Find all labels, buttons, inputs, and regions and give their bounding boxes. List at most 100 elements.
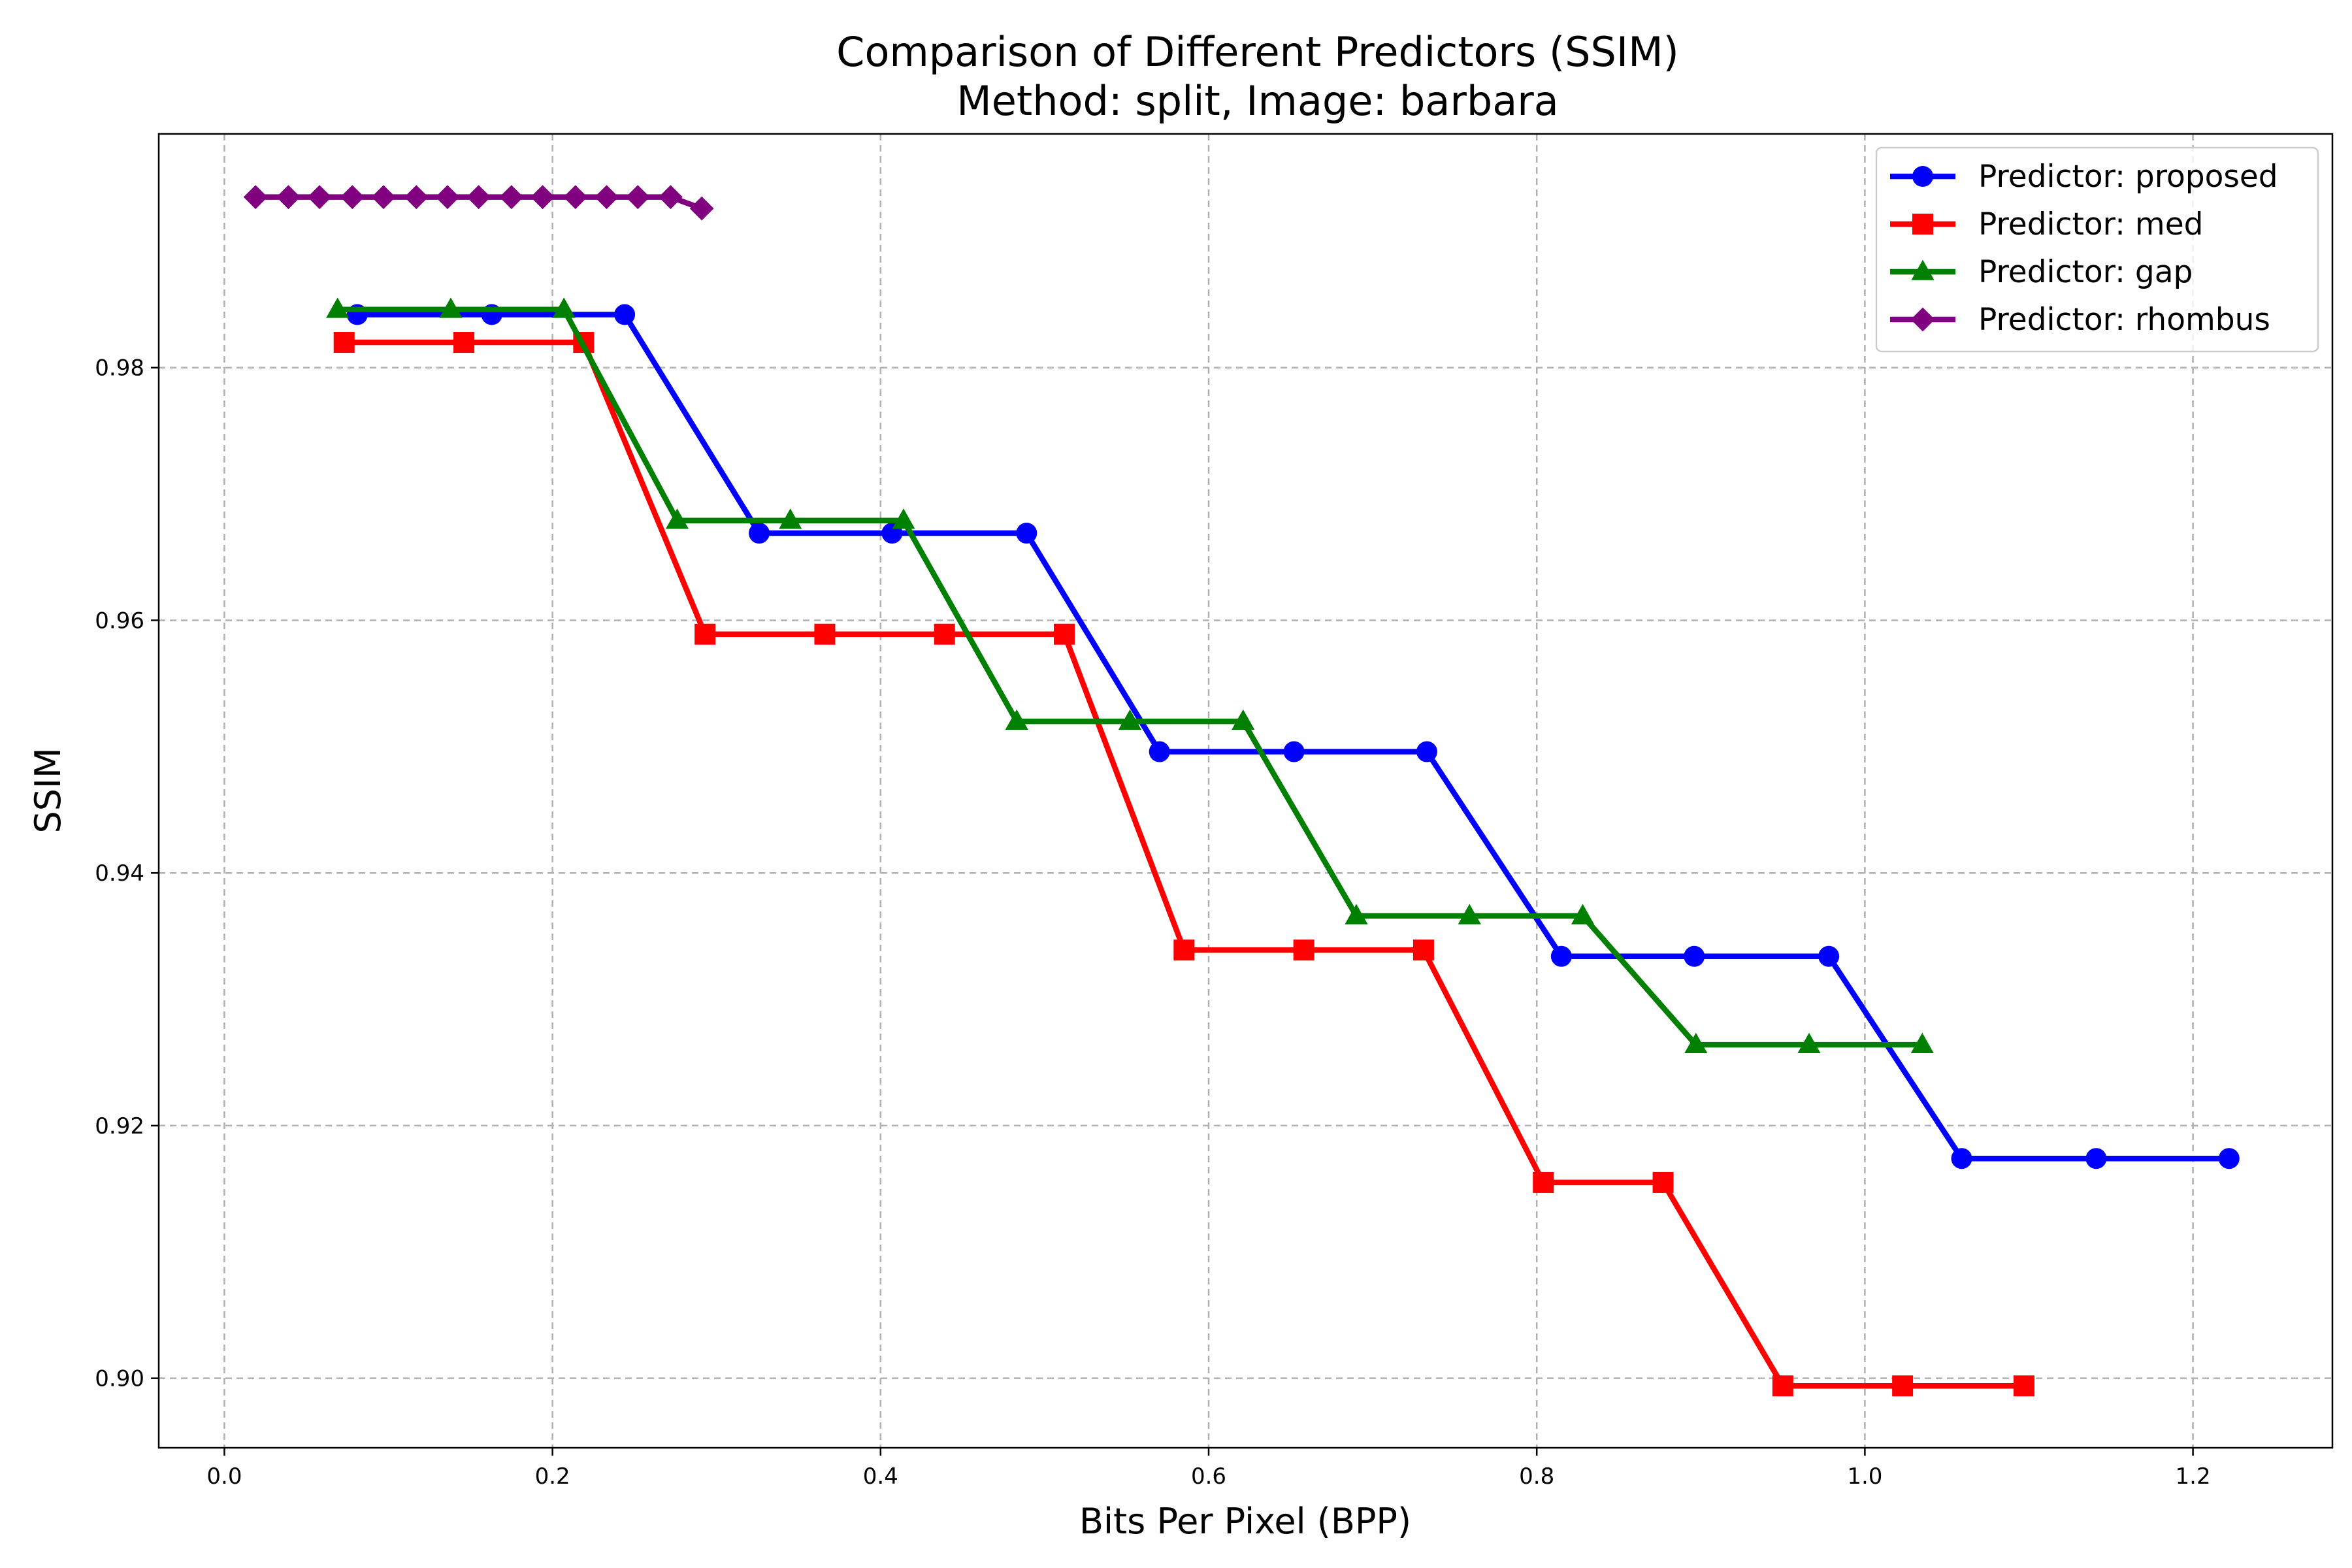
data-point-square <box>453 332 475 353</box>
data-point-diamond <box>625 185 650 210</box>
data-point-triangle <box>326 297 350 318</box>
data-point-triangle <box>552 297 576 318</box>
series-rhombus <box>243 185 714 221</box>
data-point-square <box>1652 1171 1674 1193</box>
data-point-square <box>2013 1375 2034 1397</box>
data-point-diamond <box>659 185 683 210</box>
x-tick-label: 0.0 <box>206 1463 242 1490</box>
x-tick-label: 0.4 <box>863 1463 898 1490</box>
x-tick-label: 0.2 <box>535 1463 570 1490</box>
series-layer <box>243 185 2240 1397</box>
y-tick-label: 0.96 <box>95 608 144 634</box>
chart-title: Comparison of Different Predictors (SSIM… <box>836 28 1679 125</box>
legend-entry: Predictor: rhombus <box>1890 302 2270 338</box>
series-gap <box>326 297 1934 1053</box>
data-point-square <box>1533 1171 1554 1193</box>
legend-entry: Predictor: proposed <box>1890 159 2278 195</box>
legend-entry: Predictor: med <box>1890 206 2203 242</box>
x-tick-label: 1.0 <box>1847 1463 1882 1490</box>
data-point-triangle <box>1797 1032 1821 1053</box>
data-point-triangle <box>1345 904 1368 924</box>
data-point-diamond <box>595 185 619 210</box>
data-point-circle <box>1818 945 1840 967</box>
data-point-triangle <box>1684 1032 1708 1053</box>
data-point-diamond <box>307 185 332 210</box>
data-point-triangle <box>1910 1032 1934 1053</box>
grid <box>159 134 2332 1448</box>
data-point-diamond <box>1910 307 1935 332</box>
data-point-diamond <box>689 196 714 221</box>
x-tick-label: 0.6 <box>1191 1463 1226 1490</box>
data-point-square <box>1772 1375 1793 1397</box>
plot-frame <box>157 133 2334 1449</box>
series-proposed <box>346 304 2240 1169</box>
data-point-circle <box>1912 166 1933 187</box>
legend: Predictor: proposed Predictor: med Predict… <box>1875 146 2319 353</box>
data-point-square <box>1173 939 1195 961</box>
data-point-square <box>1054 623 1075 645</box>
data-point-circle <box>1149 741 1170 762</box>
x-tick-label: 1.2 <box>2176 1463 2211 1490</box>
y-tick-label: 0.92 <box>95 1113 144 1139</box>
legend-label: Predictor: proposed <box>1978 159 2278 195</box>
y-tick-label: 0.94 <box>95 860 144 887</box>
data-point-diamond <box>340 185 365 210</box>
y-axis: 0.90 0.92 0.94 0.96 0.98 <box>95 355 159 1392</box>
data-point-diamond <box>531 185 555 210</box>
legend-label: Predictor: rhombus <box>1978 302 2270 338</box>
data-point-square <box>1293 939 1315 961</box>
data-point-triangle <box>665 508 689 529</box>
data-point-diamond <box>435 185 460 210</box>
data-point-circle <box>1016 523 1037 544</box>
x-axis-label: Bits Per Pixel (BPP) <box>1079 1501 1411 1542</box>
data-point-diamond <box>499 185 524 210</box>
legend-entry: Predictor: gap <box>1890 254 2193 290</box>
data-point-square <box>1892 1375 1914 1397</box>
x-tick-label: 0.8 <box>1519 1463 1554 1490</box>
data-point-triangle <box>1571 904 1595 924</box>
data-point-triangle <box>439 297 463 318</box>
data-point-circle <box>1550 945 1572 967</box>
data-point-circle <box>2085 1148 2107 1169</box>
chart-title-line-1: Comparison of Different Predictors (SSIM… <box>836 28 1679 76</box>
data-point-square <box>694 623 716 645</box>
data-point-triangle <box>1118 709 1142 730</box>
y-tick-label: 0.98 <box>95 355 144 382</box>
y-tick-label: 0.90 <box>95 1366 144 1392</box>
series-line <box>337 306 1923 1048</box>
data-point-circle <box>1684 945 1705 967</box>
legend-box <box>1875 146 2319 353</box>
data-point-diamond <box>243 185 268 210</box>
data-point-square <box>333 332 355 353</box>
legend-label: Predictor: med <box>1978 206 2203 242</box>
y-axis-label: SSIM <box>27 747 69 833</box>
data-point-diamond <box>563 185 588 210</box>
chart-title-line-2: Method: split, Image: barbara <box>956 77 1558 125</box>
series-med <box>333 332 2034 1397</box>
data-point-circle <box>614 304 636 325</box>
data-point-diamond <box>371 185 396 210</box>
data-point-circle <box>1416 741 1437 762</box>
data-point-triangle <box>779 508 802 529</box>
data-point-square <box>1912 214 1933 235</box>
data-point-circle <box>1951 1148 1972 1169</box>
data-point-circle <box>749 523 770 544</box>
data-point-triangle <box>1005 709 1028 730</box>
series-line <box>357 312 2229 1162</box>
legend-label: Predictor: gap <box>1978 254 2193 290</box>
data-point-triangle <box>1232 709 1255 730</box>
x-axis: 0.0 0.2 0.4 0.6 0.8 1.0 1.2 <box>206 1448 2211 1490</box>
data-point-diamond <box>404 185 429 210</box>
data-point-square <box>934 623 955 645</box>
data-point-circle <box>2218 1148 2240 1169</box>
data-point-circle <box>1283 741 1305 762</box>
series-line <box>344 339 2024 1389</box>
data-point-square <box>1413 939 1434 961</box>
data-point-triangle <box>1458 904 1481 924</box>
data-point-diamond <box>466 185 491 210</box>
data-point-triangle <box>892 508 915 529</box>
data-point-diamond <box>276 185 301 210</box>
data-point-square <box>814 623 836 645</box>
data-point-triangle <box>1911 259 1935 280</box>
